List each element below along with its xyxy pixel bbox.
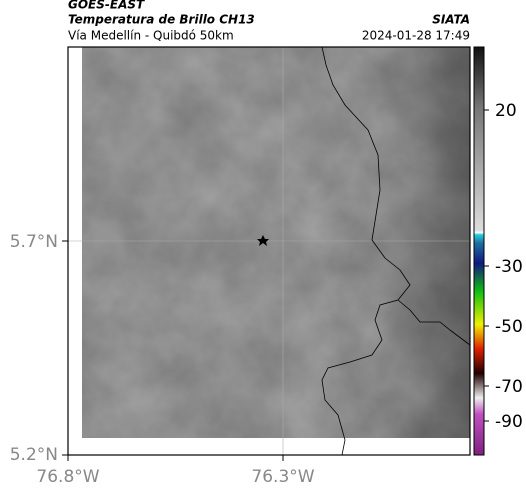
colorbar-scale [473, 46, 485, 456]
map: 5.7°N 5.2°N 76.8°W 76.3°W [10, 46, 471, 487]
colorbar-label: -50 [495, 317, 523, 337]
lat-label: 5.7°N [10, 232, 58, 252]
product: Temperatura de Brillo CH13 [68, 13, 255, 27]
map-frame [67, 46, 471, 456]
border [321, 46, 411, 456]
lon-label: 76.8°W [36, 467, 99, 487]
border [397, 299, 471, 346]
colorbar-label: -30 [495, 257, 523, 277]
colorbar-label: 20 [495, 101, 517, 121]
lon-label: 76.3°W [251, 467, 314, 487]
timestamp: 2024-01-28 17:49 [362, 29, 470, 43]
agency: SIATA [432, 13, 470, 27]
location-marker [257, 235, 269, 246]
region: Vía Medellín - Quibdó 50km [68, 29, 234, 43]
lat-label: 5.2°N [10, 445, 58, 465]
source: GOES-EAST [68, 0, 145, 12]
colorbar-label: -90 [495, 412, 523, 432]
shading [82, 47, 470, 438]
colorbar-label: -70 [495, 377, 523, 397]
header: GOES-EAST Temperatura de Brillo CH13 Vía… [68, 0, 470, 43]
colorbar: 20 -30 -50 -70 -90 [473, 46, 523, 456]
